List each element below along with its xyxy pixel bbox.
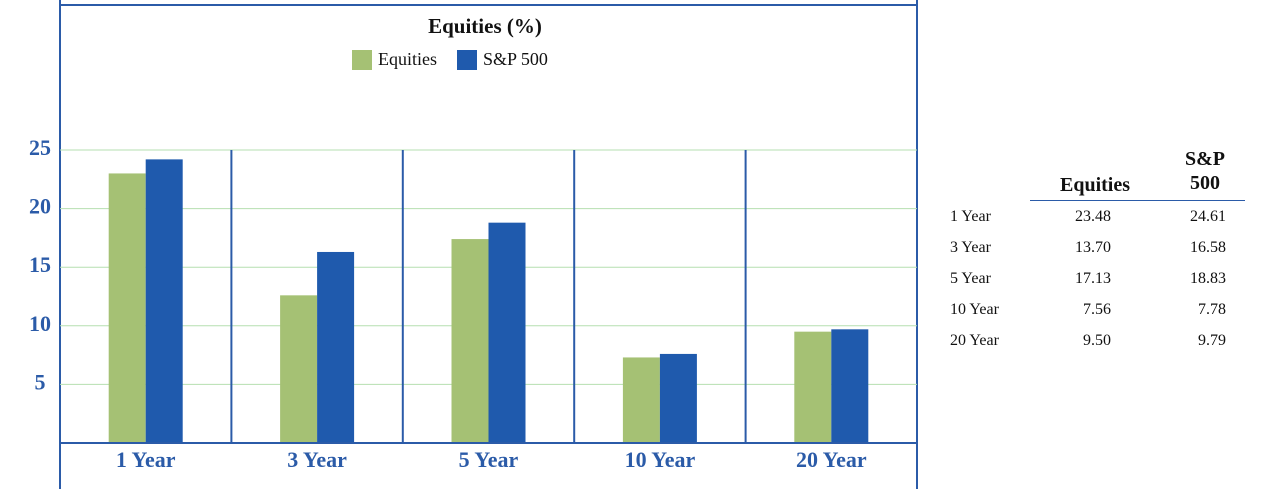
- x-tick-label: 20 Year: [796, 447, 867, 472]
- table-cell: 1 Year: [950, 208, 991, 225]
- column-header: S&P 500: [1185, 148, 1225, 194]
- bar: [145, 159, 183, 443]
- x-tick-label: 10 Year: [625, 447, 696, 472]
- bar: [659, 353, 697, 443]
- bar: [108, 173, 146, 443]
- legend-swatch: [457, 50, 477, 70]
- table-cell: 23.48: [1075, 208, 1111, 225]
- bar: [622, 357, 660, 443]
- table-cell: 20 Year: [950, 332, 999, 349]
- column-header: Equities: [1059, 174, 1131, 196]
- bar: [488, 222, 526, 443]
- x-tick-label: 5 Year: [459, 447, 519, 472]
- chart-title: Equities (%): [428, 14, 542, 38]
- bar: [794, 331, 832, 443]
- y-tick-label: 15: [29, 252, 51, 277]
- y-tick-label: 20: [29, 194, 51, 219]
- table-cell: 7.56: [1083, 301, 1111, 318]
- x-tick-label: 1 Year: [116, 447, 176, 472]
- table-cell: 9.79: [1198, 332, 1226, 349]
- bar: [317, 251, 355, 443]
- table-cell: 13.70: [1075, 239, 1111, 256]
- y-tick-label: 10: [29, 311, 51, 336]
- y-tick-label: 25: [29, 135, 51, 160]
- table-cell: 3 Year: [950, 239, 991, 256]
- legend-swatch: [352, 50, 372, 70]
- legend-label: S&P 500: [483, 49, 548, 69]
- table-cell: 5 Year: [950, 270, 991, 287]
- table-cell: 24.61: [1190, 208, 1226, 225]
- table-cell: 10 Year: [950, 301, 999, 318]
- bar: [451, 239, 489, 443]
- table-cell: 16.58: [1190, 239, 1226, 256]
- legend-label: Equities: [378, 49, 437, 69]
- bar: [831, 329, 869, 443]
- table-cell: 9.50: [1083, 332, 1111, 349]
- table-cell: 7.78: [1198, 301, 1226, 318]
- y-tick-label: 5: [35, 369, 46, 394]
- table-cell: 17.13: [1075, 270, 1111, 287]
- table-cell: 18.83: [1190, 270, 1226, 287]
- x-tick-label: 3 Year: [287, 447, 347, 472]
- bar: [280, 295, 318, 443]
- header-rule: [1030, 200, 1245, 201]
